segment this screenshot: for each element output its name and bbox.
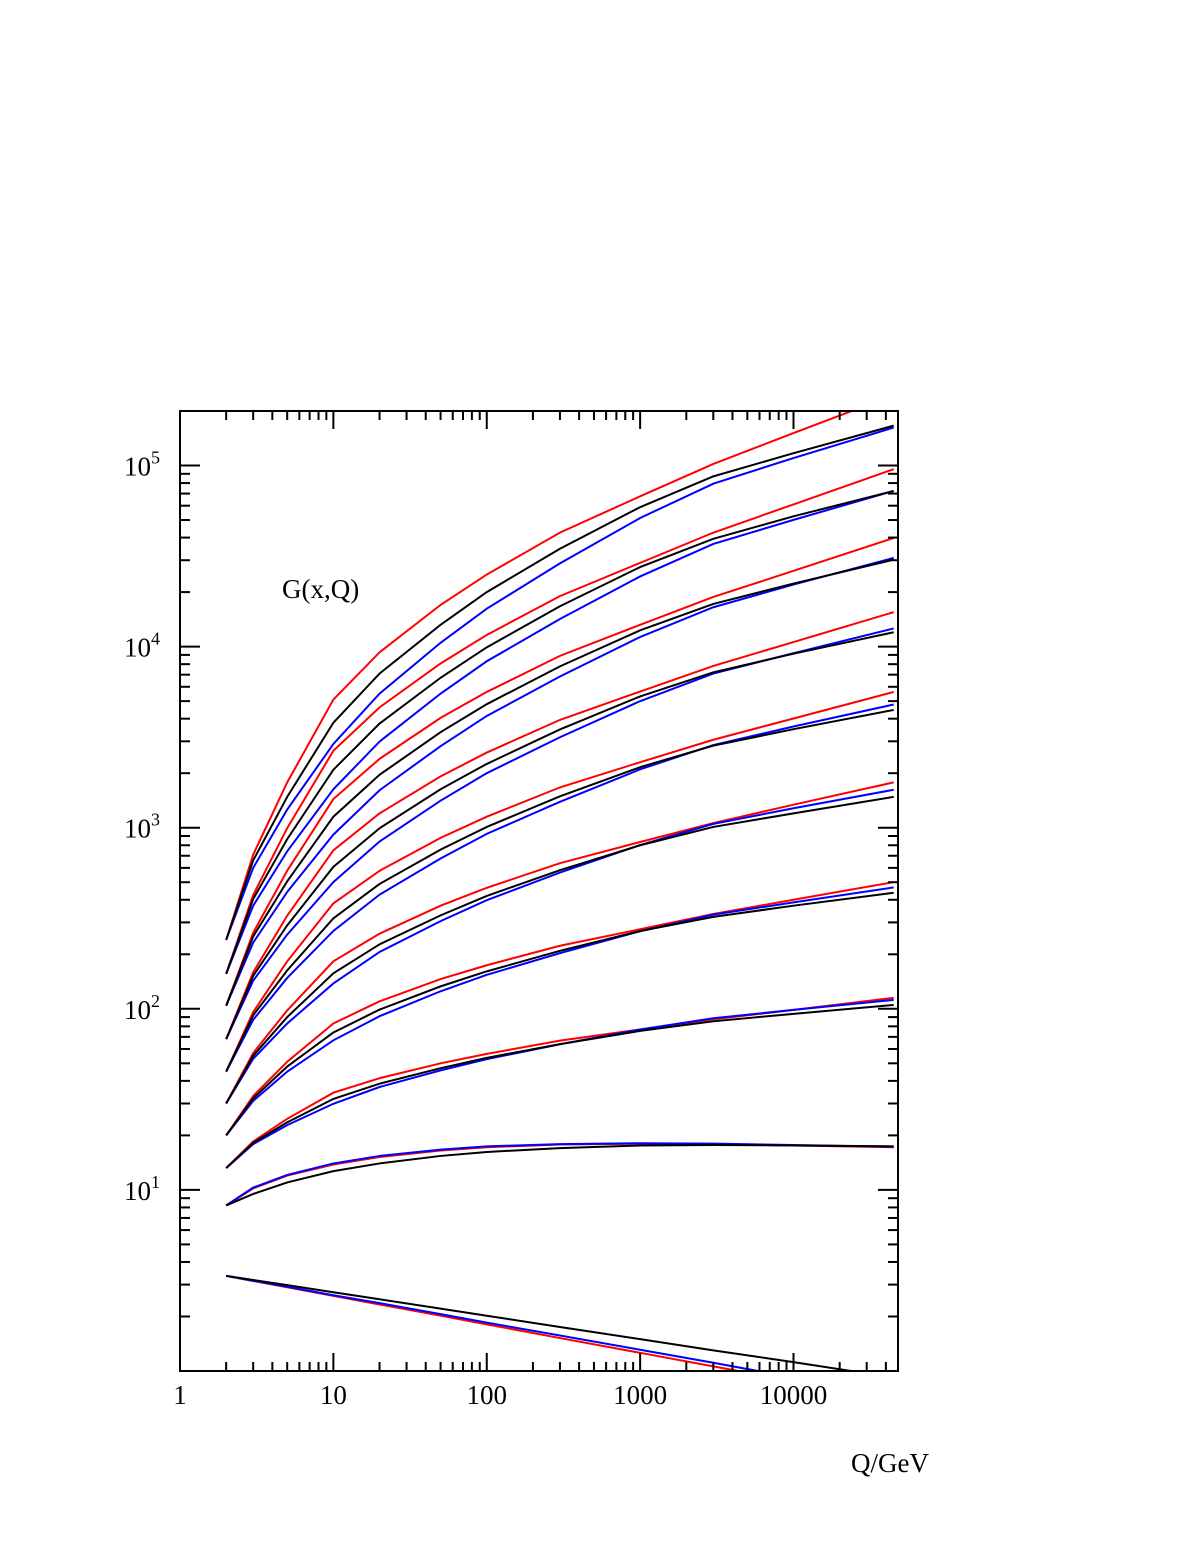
y-tick-base: 10 bbox=[124, 452, 151, 482]
y-tick-base: 10 bbox=[124, 814, 151, 844]
x-tick-label: 1000 bbox=[613, 1380, 667, 1410]
x-tick-label: 1 bbox=[173, 1380, 187, 1410]
series-line bbox=[225, 1274, 764, 1371]
y-tick-exponent: 5 bbox=[151, 448, 160, 468]
y-tick-exponent: 3 bbox=[151, 810, 160, 830]
y-tick-base: 10 bbox=[124, 633, 151, 663]
annotation: G(x,Q) bbox=[282, 574, 359, 604]
y-tick-exponent: 2 bbox=[151, 991, 160, 1011]
plot-frame bbox=[179, 410, 899, 1372]
x-tick-label: 10000 bbox=[760, 1380, 828, 1410]
series-line bbox=[225, 886, 894, 1137]
series-line bbox=[225, 1003, 894, 1169]
plot-lines bbox=[225, 411, 895, 1371]
series-line bbox=[225, 489, 894, 975]
series-line bbox=[225, 781, 894, 1104]
y-tick-exponent: 1 bbox=[151, 1172, 160, 1192]
series-line bbox=[225, 708, 894, 1073]
series-line bbox=[225, 1143, 894, 1207]
y-tick-label: 101 bbox=[124, 1172, 160, 1206]
series-line bbox=[225, 998, 894, 1169]
y-tick-exponent: 4 bbox=[151, 629, 160, 649]
series-line bbox=[225, 795, 894, 1104]
x-axis-label: Q/GeV bbox=[851, 1448, 929, 1478]
series-line bbox=[225, 537, 895, 1007]
series-line bbox=[225, 881, 894, 1136]
y-tick-base: 10 bbox=[124, 995, 151, 1025]
series-line bbox=[225, 631, 894, 1040]
y-tick-base: 10 bbox=[124, 1176, 151, 1206]
series-line bbox=[226, 1274, 858, 1371]
y-tick-label: 105 bbox=[124, 448, 160, 482]
series-line bbox=[225, 426, 894, 941]
series-line bbox=[225, 468, 895, 975]
series-line bbox=[225, 1142, 894, 1207]
x-tick-label: 10 bbox=[320, 1380, 347, 1410]
series-line bbox=[225, 424, 894, 941]
y-tick-label: 103 bbox=[124, 810, 160, 844]
y-tick-label: 102 bbox=[124, 991, 160, 1025]
series-line bbox=[225, 891, 894, 1136]
y-tick-label: 104 bbox=[124, 629, 160, 663]
series-line bbox=[225, 556, 894, 1007]
x-tick-label: 100 bbox=[467, 1380, 508, 1410]
series-line bbox=[225, 788, 894, 1105]
series-line bbox=[225, 690, 894, 1073]
series-line bbox=[225, 489, 894, 975]
series-line bbox=[225, 611, 894, 1040]
series-line bbox=[225, 411, 855, 941]
series-line bbox=[225, 558, 894, 1007]
